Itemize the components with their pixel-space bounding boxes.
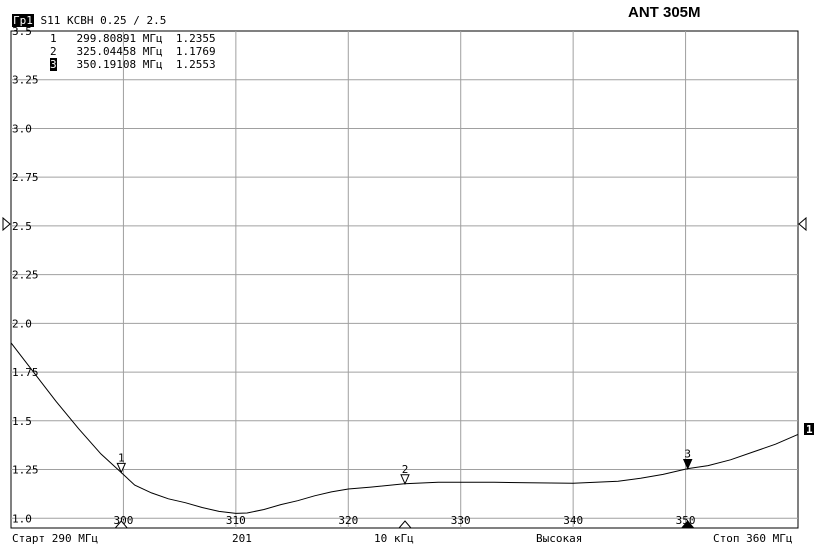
marker-row-1[interactable]: 1 299.80891 МГц 1.2355 [12,32,216,45]
trace-tag[interactable]: Гр1 [12,14,34,27]
marker-freq: 299.80891 МГц [76,32,163,45]
trace-header: Гр1 S11 КСВН 0.25 / 2.5 [12,14,166,27]
marker-freq: 350.19108 МГц [76,58,163,71]
marker-value: 1.2553 [175,58,216,71]
x-tick-label: 320 [338,514,358,527]
plot-frame [10,30,799,529]
y-tick-label: 1.75 [12,366,39,379]
trace-line [10,342,799,514]
footer-power[interactable]: Высокая [536,532,583,545]
x-tick-label: 330 [451,514,471,527]
marker-row-3[interactable]: 3 350.19108 МГц 1.2553 [12,58,216,71]
trace-info: S11 КСВН 0.25 / 2.5 [40,14,167,27]
y-tick-label: 1.0 [12,512,32,525]
marker-2-label: 2 [402,463,409,476]
marker-table: 1 299.80891 МГц 1.2355 2 325.04458 МГц 1… [12,32,216,71]
marker-3-icon [682,458,693,470]
footer-ifbw[interactable]: 10 кГц [374,532,414,545]
marker-3-label: 3 [684,447,691,460]
y-tick-label: 3.25 [12,74,39,87]
x-tick-label: 310 [226,514,246,527]
marker-1-label: 1 [118,451,125,464]
reference-left-icon[interactable] [2,216,11,232]
y-tick-label: 2.75 [12,171,39,184]
footer-stop[interactable]: Стоп 360 МГц [713,532,793,545]
y-tick-label: 2.5 [12,220,32,233]
marker-num: 3 [50,58,57,71]
marker-value: 1.1769 [175,45,216,58]
grid [11,31,798,528]
trace-end-badge [804,423,814,435]
x-tick-label: 340 [563,514,583,527]
y-tick-label: 2.0 [12,317,32,330]
y-tick-label: 3.5 [12,25,32,38]
marker-num: 2 [50,45,57,58]
y-tick-label: 3.0 [12,122,32,135]
marker-2-icon [400,474,410,486]
footer-points[interactable]: 201 [232,532,252,545]
marker-1-axis-icon [114,520,129,529]
y-tick-label: 1.5 [12,415,32,428]
marker-3-axis-icon [680,520,695,529]
footer-start[interactable]: Старт 290 МГц [12,532,99,545]
marker-num: 1 [50,32,57,45]
x-axis-ticks: 300 310 320 330 340 350 [113,514,695,527]
page-title: ANT 305M [628,4,701,21]
y-tick-label: 1.25 [12,464,39,477]
marker-1-icon [116,462,127,474]
markers-layer: 1 2 3 [114,447,695,529]
y-tick-label: 2.25 [12,269,39,282]
marker-freq: 325.04458 МГц [76,45,163,58]
marker-2-axis-icon [397,520,413,529]
marker-row-2[interactable]: 2 325.04458 МГц 1.1769 [12,45,216,58]
y-axis-ticks: 1.0 1.25 1.5 1.75 2.0 2.25 2.5 2.75 3.0 3.25 3.5 [12,25,39,525]
reference-right-icon[interactable] [798,216,807,232]
marker-value: 1.2355 [175,32,216,45]
trace-end-label: 1 [806,423,813,436]
